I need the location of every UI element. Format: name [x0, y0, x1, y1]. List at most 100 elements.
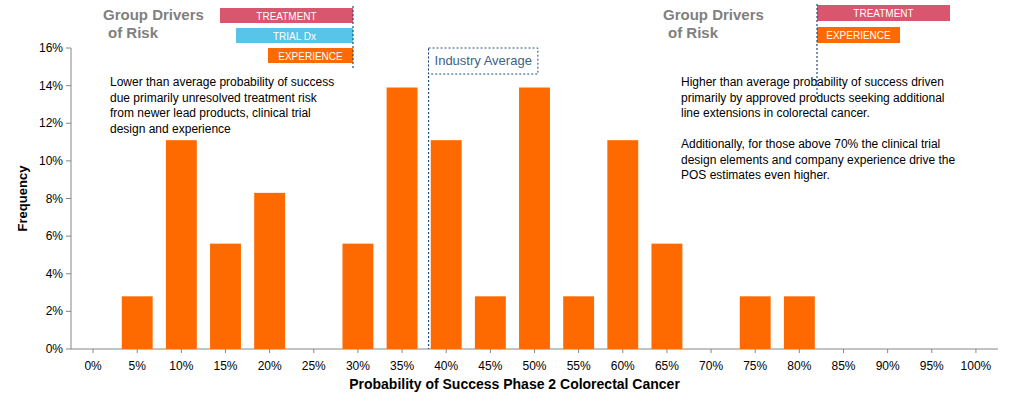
annotation-line: line extensions in colorectal cancer.: [681, 106, 870, 120]
bar: [784, 296, 815, 349]
bar: [828, 349, 859, 350]
x-tick: [490, 349, 491, 353]
x-tick: [534, 349, 535, 353]
y-tick: [66, 236, 71, 237]
bar: [431, 140, 462, 349]
x-axis-title: Probability of Success Phase 2 Colorecta…: [349, 376, 680, 392]
annotation-line: design elements and company experience d…: [681, 153, 955, 167]
driver-divider: [352, 6, 353, 70]
y-tick-label: 6%: [46, 229, 64, 243]
x-tick: [93, 349, 94, 353]
bar: [872, 349, 903, 350]
group-title: Group Drivers: [103, 6, 204, 23]
x-tick: [137, 349, 138, 353]
driver-bar: [236, 28, 353, 43]
bar: [563, 296, 594, 349]
bar: [122, 296, 153, 349]
industry-average-box: [429, 48, 538, 74]
x-tick-label: 55%: [567, 359, 591, 373]
y-tick: [66, 160, 71, 161]
annotation-line: primarily by approved products seeking a…: [681, 91, 944, 105]
x-tick-label: 80%: [787, 359, 811, 373]
x-tick-label: 15%: [213, 359, 237, 373]
y-axis-title: Frequency: [15, 165, 30, 232]
bar: [166, 140, 197, 349]
x-tick: [975, 349, 976, 353]
y-tick: [66, 198, 71, 199]
bar: [78, 349, 109, 350]
driver-label: EXPERIENCE: [278, 51, 343, 62]
annotation-line: due primarily unresolved treatment risk: [110, 91, 318, 105]
x-tick-label: 50%: [522, 359, 546, 373]
y-tick: [66, 48, 71, 49]
group-title: of Risk: [668, 24, 719, 41]
x-tick-label: 10%: [169, 359, 193, 373]
x-tick-label: 5%: [129, 359, 147, 373]
driver-bar: [817, 27, 900, 43]
industry-average-line: [428, 48, 429, 349]
bar: [254, 193, 285, 349]
y-tick: [66, 123, 71, 124]
x-tick-label: 20%: [258, 359, 282, 373]
x-tick-label: 85%: [831, 359, 855, 373]
group-title: Group Drivers: [663, 6, 764, 23]
x-tick-label: 65%: [655, 359, 679, 373]
y-tick-label: 10%: [39, 154, 63, 168]
x-tick-label: 30%: [346, 359, 370, 373]
driver-label: TREATMENT: [853, 8, 913, 19]
x-tick-label: 95%: [920, 359, 944, 373]
y-tick: [66, 273, 71, 274]
annotation-line: design and experience: [110, 122, 231, 136]
x-tick: [181, 349, 182, 353]
bar: [696, 349, 727, 350]
annotation-line: POS estimates even higher.: [681, 168, 830, 182]
bar: [519, 88, 550, 349]
driver-bar: [220, 8, 353, 23]
y-tick-label: 0%: [46, 342, 64, 356]
x-tick: [357, 349, 358, 353]
driver-label: TRIAL Dx: [273, 31, 316, 42]
bar: [387, 88, 418, 349]
bar: [740, 296, 771, 349]
y-tick-label: 8%: [46, 192, 64, 206]
x-tick: [799, 349, 800, 353]
x-tick: [931, 349, 932, 353]
x-tick: [313, 349, 314, 353]
annotation-line: Lower than average probability of succes…: [110, 75, 334, 89]
x-tick-label: 35%: [390, 359, 414, 373]
x-tick-label: 75%: [743, 359, 767, 373]
driver-bar: [268, 48, 353, 63]
group-title: of Risk: [108, 24, 159, 41]
x-tick-label: 40%: [434, 359, 458, 373]
x-tick: [887, 349, 888, 353]
industry-average-label: Industry Average: [435, 53, 532, 68]
driver-label: TREATMENT: [256, 11, 316, 22]
x-tick-label: 70%: [699, 359, 723, 373]
bar: [210, 244, 241, 349]
x-tick: [622, 349, 623, 353]
x-tick: [225, 349, 226, 353]
bar: [607, 140, 638, 349]
annotation-line: Higher than average probability of succe…: [681, 75, 944, 89]
y-tick-label: 16%: [39, 41, 63, 55]
x-tick: [711, 349, 712, 353]
annotation-line: from newer lead products, clinical trial: [110, 106, 311, 120]
x-tick: [269, 349, 270, 353]
x-tick-label: 0%: [84, 359, 102, 373]
y-tick-label: 14%: [39, 79, 63, 93]
bar: [960, 349, 991, 350]
x-tick-label: 100%: [961, 359, 992, 373]
bar: [298, 349, 329, 350]
y-tick: [66, 85, 71, 86]
y-tick: [66, 311, 71, 312]
bar: [475, 296, 506, 349]
x-tick: [666, 349, 667, 353]
y-tick-label: 12%: [39, 116, 63, 130]
bar: [342, 244, 373, 349]
x-tick-label: 45%: [478, 359, 502, 373]
x-tick: [402, 349, 403, 353]
bar: [651, 244, 682, 349]
x-tick: [578, 349, 579, 353]
y-tick-label: 4%: [46, 267, 64, 281]
bar: [916, 349, 947, 350]
